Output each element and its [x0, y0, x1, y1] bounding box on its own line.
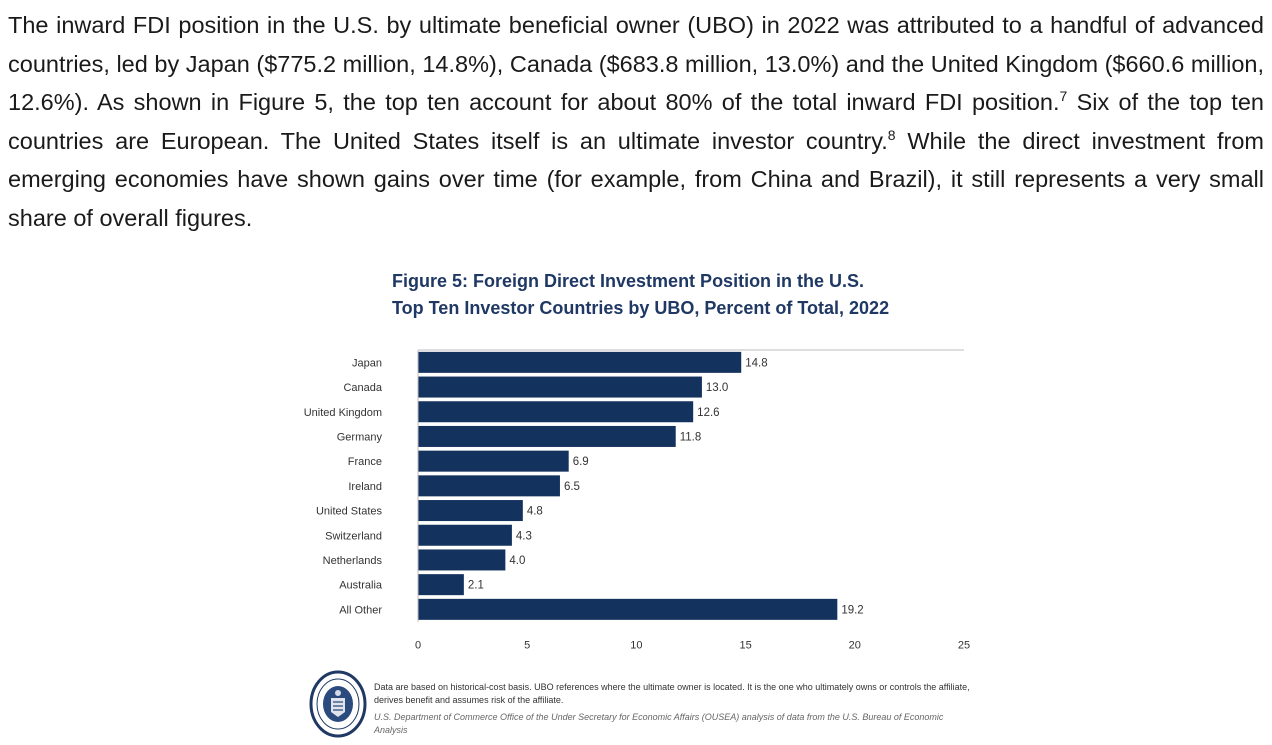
- bar-switzerland: [418, 524, 512, 546]
- x-tick-label: 10: [630, 640, 642, 652]
- paragraph-text-3: While the direct investment from emergin…: [8, 127, 1264, 231]
- data-label: 4.0: [509, 555, 525, 567]
- x-tick-label: 5: [524, 640, 530, 652]
- category-label: Japan: [352, 357, 382, 369]
- data-label: 12.6: [697, 407, 719, 419]
- category-label: Canada: [343, 382, 382, 394]
- figure-title-line-2: Top Ten Investor Countries by UBO, Perce…: [392, 298, 890, 318]
- bar-netherlands: [418, 549, 506, 571]
- bar-australia: [418, 574, 464, 596]
- department-of-commerce-seal-icon: [309, 670, 367, 738]
- figure-source: U.S. Department of Commerce Office of th…: [374, 712, 944, 735]
- paragraph-text-2: Six of the top ten countries are Europea…: [8, 89, 1264, 154]
- figure-title-line-1: Figure 5: Foreign Direct Investment Posi…: [392, 271, 865, 291]
- category-label: United States: [316, 506, 383, 518]
- data-label: 11.8: [680, 431, 702, 443]
- figure-title: Figure 5: Foreign Direct Investment Posi…: [392, 268, 889, 322]
- data-label: 19.2: [841, 604, 863, 616]
- data-label: 6.9: [573, 456, 589, 468]
- bar-united-kingdom: [418, 401, 694, 423]
- x-tick-label: 25: [958, 640, 970, 652]
- bar-all-other: [418, 598, 838, 620]
- data-label: 14.8: [745, 357, 767, 369]
- category-label: All Other: [339, 604, 382, 616]
- category-label: Australia: [339, 580, 383, 592]
- category-label: France: [348, 456, 382, 468]
- footnote-ref-8[interactable]: 8: [887, 126, 896, 143]
- data-label: 13.0: [706, 382, 728, 394]
- data-label: 4.3: [516, 530, 532, 542]
- bar-japan: [418, 351, 742, 373]
- bar-germany: [418, 425, 676, 447]
- category-label: Netherlands: [323, 555, 383, 567]
- data-label: 4.8: [527, 506, 543, 518]
- data-label: 6.5: [564, 481, 580, 493]
- category-label: Ireland: [348, 481, 382, 493]
- category-label: Switzerland: [325, 530, 382, 542]
- figure-note: Data are based on historical-cost basis.…: [374, 682, 970, 705]
- bar-united-states: [418, 500, 523, 522]
- data-label: 2.1: [468, 580, 484, 592]
- bar-chart: Japan 14.8 Canada 13.0 United Kingdom 12.6 Ger…: [304, 349, 970, 652]
- paragraph-text-1: The inward FDI position in the U.S. by u…: [8, 12, 1264, 115]
- x-tick-label: 0: [415, 640, 421, 652]
- category-label: United Kingdom: [304, 407, 382, 419]
- category-label: Germany: [337, 431, 383, 443]
- x-tick-label: 20: [849, 640, 861, 652]
- bar-france: [418, 450, 569, 472]
- footnote-ref-7[interactable]: 7: [1059, 88, 1068, 105]
- bar-ireland: [418, 475, 560, 497]
- x-tick-label: 15: [739, 640, 751, 652]
- body-paragraph: The inward FDI position in the U.S. by u…: [8, 6, 1264, 237]
- bar-canada: [418, 376, 702, 398]
